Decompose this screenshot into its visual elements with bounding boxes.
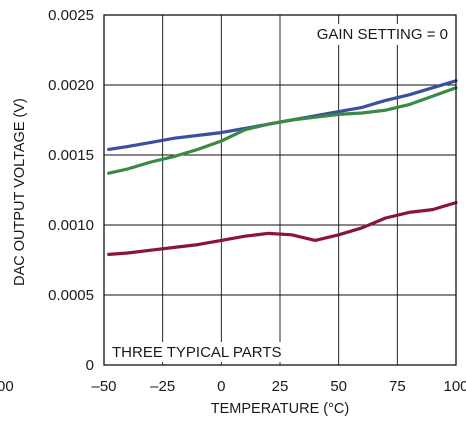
gain-setting-annotation: GAIN SETTING = 0: [317, 26, 448, 43]
typical-parts-label-background: [109, 342, 285, 362]
y-tick-label: 0.0005: [48, 287, 94, 304]
y-tick-label: 0.0020: [48, 77, 94, 94]
series-line-2: [107, 86, 458, 175]
series-line-3: [107, 201, 458, 256]
x-tick-label: 50: [330, 378, 347, 395]
x-axis-title: TEMPERATURE (°C): [211, 401, 349, 417]
gain-setting-label-background: [312, 24, 452, 45]
x-tick-label: 0: [217, 378, 225, 395]
y-tick-label: 0.0025: [48, 7, 94, 24]
y-axis-tick-labels: 0 0.0005 0.0010 0.0015 0.0020 0.0025: [48, 7, 94, 374]
y-tick-label: 0: [86, 357, 94, 374]
x-tick-label: 75: [389, 378, 406, 395]
x-axis-tick-labels: –50 –25 0 25 50 75 100: [91, 378, 466, 395]
y-tick-label: 0.0010: [48, 217, 94, 234]
y-tick-label: 0.0015: [48, 147, 94, 164]
plot-frame: [103, 14, 457, 366]
x-tick-label: –25: [150, 378, 175, 395]
x-tick-label: 25: [272, 378, 289, 395]
series-lines: [107, 79, 458, 256]
cut-off-left-tick-label: 00: [0, 378, 14, 395]
x-tick-label: –50: [91, 378, 116, 395]
y-axis-title: DAC OUTPUT VOLTAGE (V): [12, 98, 28, 286]
typical-parts-annotation: THREE TYPICAL PARTS: [112, 344, 282, 361]
x-tick-label: 100: [443, 378, 466, 395]
grid: [104, 15, 456, 365]
series-line-1: [107, 79, 458, 151]
